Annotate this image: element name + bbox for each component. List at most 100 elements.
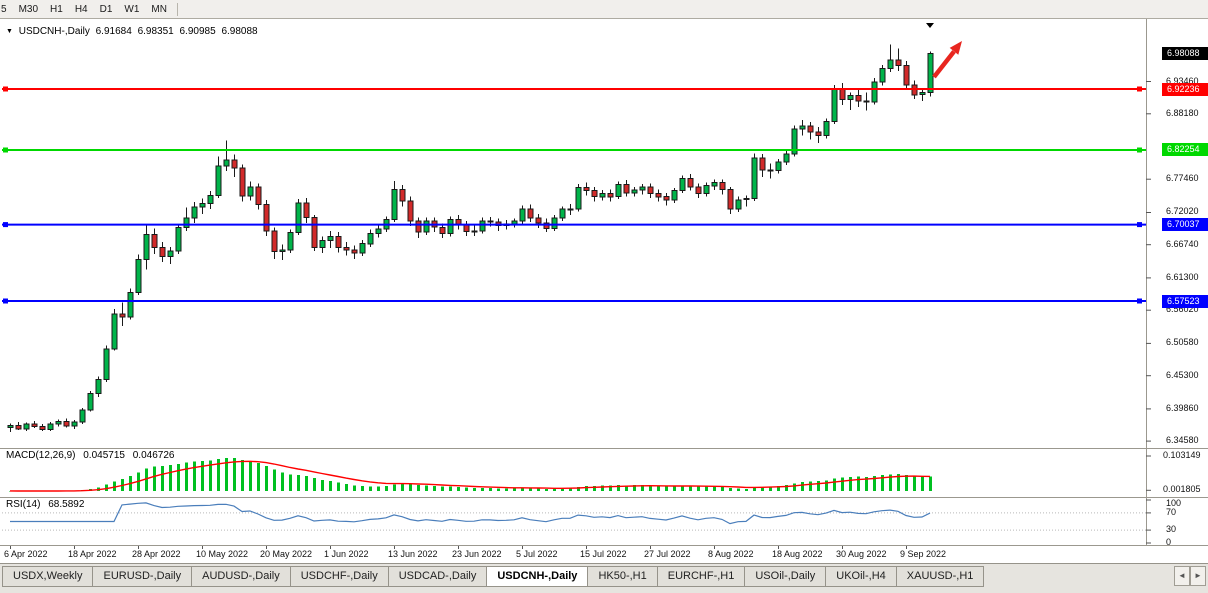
candle-body <box>79 409 86 423</box>
macd-bar <box>809 481 812 491</box>
line-handle-left[interactable] <box>3 86 8 92</box>
macd-bar <box>705 486 708 491</box>
candle-body <box>879 68 886 83</box>
line-handle-left[interactable] <box>3 147 8 153</box>
trend-arrow-head[interactable] <box>949 41 962 55</box>
candle-body <box>575 187 582 210</box>
candle-body <box>775 161 782 171</box>
timeframe-button-5[interactable]: 5 <box>1 3 7 15</box>
level-price-tag: 6.57523 <box>1162 295 1208 308</box>
macd-bar <box>249 460 252 491</box>
macd-bar <box>393 484 396 491</box>
chart-tab-eurusd-daily[interactable]: EURUSD-,Daily <box>93 566 193 587</box>
timeframe-button-h4[interactable]: H4 <box>74 3 88 15</box>
timeframe-button-h1[interactable]: H1 <box>50 3 63 15</box>
macd-bar <box>841 477 844 491</box>
macd-bar <box>577 486 580 491</box>
macd-bar <box>625 485 628 491</box>
candle-body <box>327 235 334 242</box>
line-handle-right[interactable] <box>1137 298 1142 304</box>
trend-arrow-shaft[interactable] <box>932 50 956 79</box>
candle-body <box>567 208 574 211</box>
macd-bar <box>145 468 148 491</box>
chart-tab-eurchf-h1[interactable]: EURCHF-,H1 <box>657 566 746 587</box>
candle-body <box>183 217 190 228</box>
chart-tab-xauusd-h1[interactable]: XAUUSD-,H1 <box>896 566 985 587</box>
chart-tab-usdchf-daily[interactable]: USDCHF-,Daily <box>290 566 389 587</box>
macd-bar <box>633 485 636 491</box>
candle-body <box>759 157 766 171</box>
trend-arrow-annotation[interactable] <box>932 41 962 79</box>
macd-bar <box>681 486 684 491</box>
candle-body <box>743 198 750 201</box>
candle-body <box>199 202 206 208</box>
macd-bar <box>689 486 692 491</box>
tab-scroll-right-icon[interactable]: ► <box>1190 566 1206 586</box>
chart-collapse-icon[interactable]: ▼ <box>6 28 13 35</box>
chart-area[interactable]: 6.93460 6.88180 6.77460 6.72020 6.66740 6.613… <box>0 19 1208 563</box>
macd-signal-value: 0.046726 <box>132 450 175 461</box>
candle-body <box>471 230 478 233</box>
chart-tab-usdcad-daily[interactable]: USDCAD-,Daily <box>388 566 488 587</box>
candle-body <box>359 243 366 254</box>
candle-body <box>63 421 70 427</box>
line-handle-right[interactable] <box>1137 147 1142 153</box>
chart-tab-hk50-h1[interactable]: HK50-,H1 <box>588 566 658 587</box>
timeframe-button-m30[interactable]: M30 <box>18 3 39 15</box>
chart-tab-usdcnh-daily[interactable]: USDCNH-,Daily <box>487 566 589 587</box>
candle-body <box>551 217 558 230</box>
chart-tab-usoil-daily[interactable]: USOil-,Daily <box>745 566 827 587</box>
candle-body <box>47 423 54 430</box>
candle-body <box>607 193 614 198</box>
date-label: 20 May 2022 <box>260 549 313 559</box>
line-handle-right[interactable] <box>1137 86 1142 92</box>
macd-bar <box>297 474 300 491</box>
candle-body <box>127 292 134 318</box>
line-handle-left[interactable] <box>3 222 8 228</box>
macd-bar <box>401 483 404 491</box>
macd-indicator-label: MACD(12,26,9) 0.045715 0.046726 <box>6 450 179 461</box>
macd-bar <box>233 458 236 491</box>
macd-bar <box>345 484 348 491</box>
macd-bar <box>537 488 540 491</box>
candle-body <box>735 199 742 210</box>
chart-tab-audusd-daily[interactable]: AUDUSD-,Daily <box>192 566 291 587</box>
candle-body <box>695 186 702 195</box>
ohlc-close-value: 6.98088 <box>221 26 258 37</box>
date-label: 18 Apr 2022 <box>68 549 117 559</box>
macd-bar <box>873 476 876 491</box>
candle-body <box>415 220 422 233</box>
chart-tab-ukoil-h4[interactable]: UKOil-,H4 <box>826 566 897 587</box>
macd-bar <box>673 486 676 491</box>
macd-bar <box>849 476 852 491</box>
macd-bar <box>753 487 756 491</box>
macd-bar <box>417 485 420 491</box>
line-handle-left[interactable] <box>3 298 8 304</box>
macd-bar <box>257 463 260 491</box>
macd-bar <box>497 488 500 491</box>
macd-bar <box>177 463 180 491</box>
candle-body <box>903 64 910 86</box>
timeframe-button-mn[interactable]: MN <box>151 3 167 15</box>
candle-body <box>535 217 542 224</box>
date-label: 10 May 2022 <box>196 549 249 559</box>
candle-body <box>687 177 694 188</box>
level-price-tag: 6.70037 <box>1162 218 1208 231</box>
line-handle-right[interactable] <box>1137 222 1142 228</box>
candle-body <box>167 250 174 258</box>
macd-bar <box>281 472 284 491</box>
timeframe-button-w1[interactable]: W1 <box>124 3 140 15</box>
macd-bar <box>473 488 476 491</box>
macd-bar <box>729 487 732 491</box>
rsi-axis-label: 0 <box>1166 537 1172 547</box>
candle-body <box>871 81 878 103</box>
chart-tab-usdx-weekly[interactable]: USDX,Weekly <box>2 566 94 587</box>
timeframe-toolbar: 5 M30 H1 H4 D1 W1 MN <box>0 0 1208 19</box>
candle-body <box>239 167 246 197</box>
timeframe-button-d1[interactable]: D1 <box>99 3 113 15</box>
data-end-marker-icon <box>926 23 934 28</box>
macd-bar <box>369 486 372 491</box>
macd-bar <box>361 486 364 491</box>
date-label: 30 Aug 2022 <box>836 549 887 559</box>
tab-scroll-left-icon[interactable]: ◄ <box>1174 566 1190 586</box>
